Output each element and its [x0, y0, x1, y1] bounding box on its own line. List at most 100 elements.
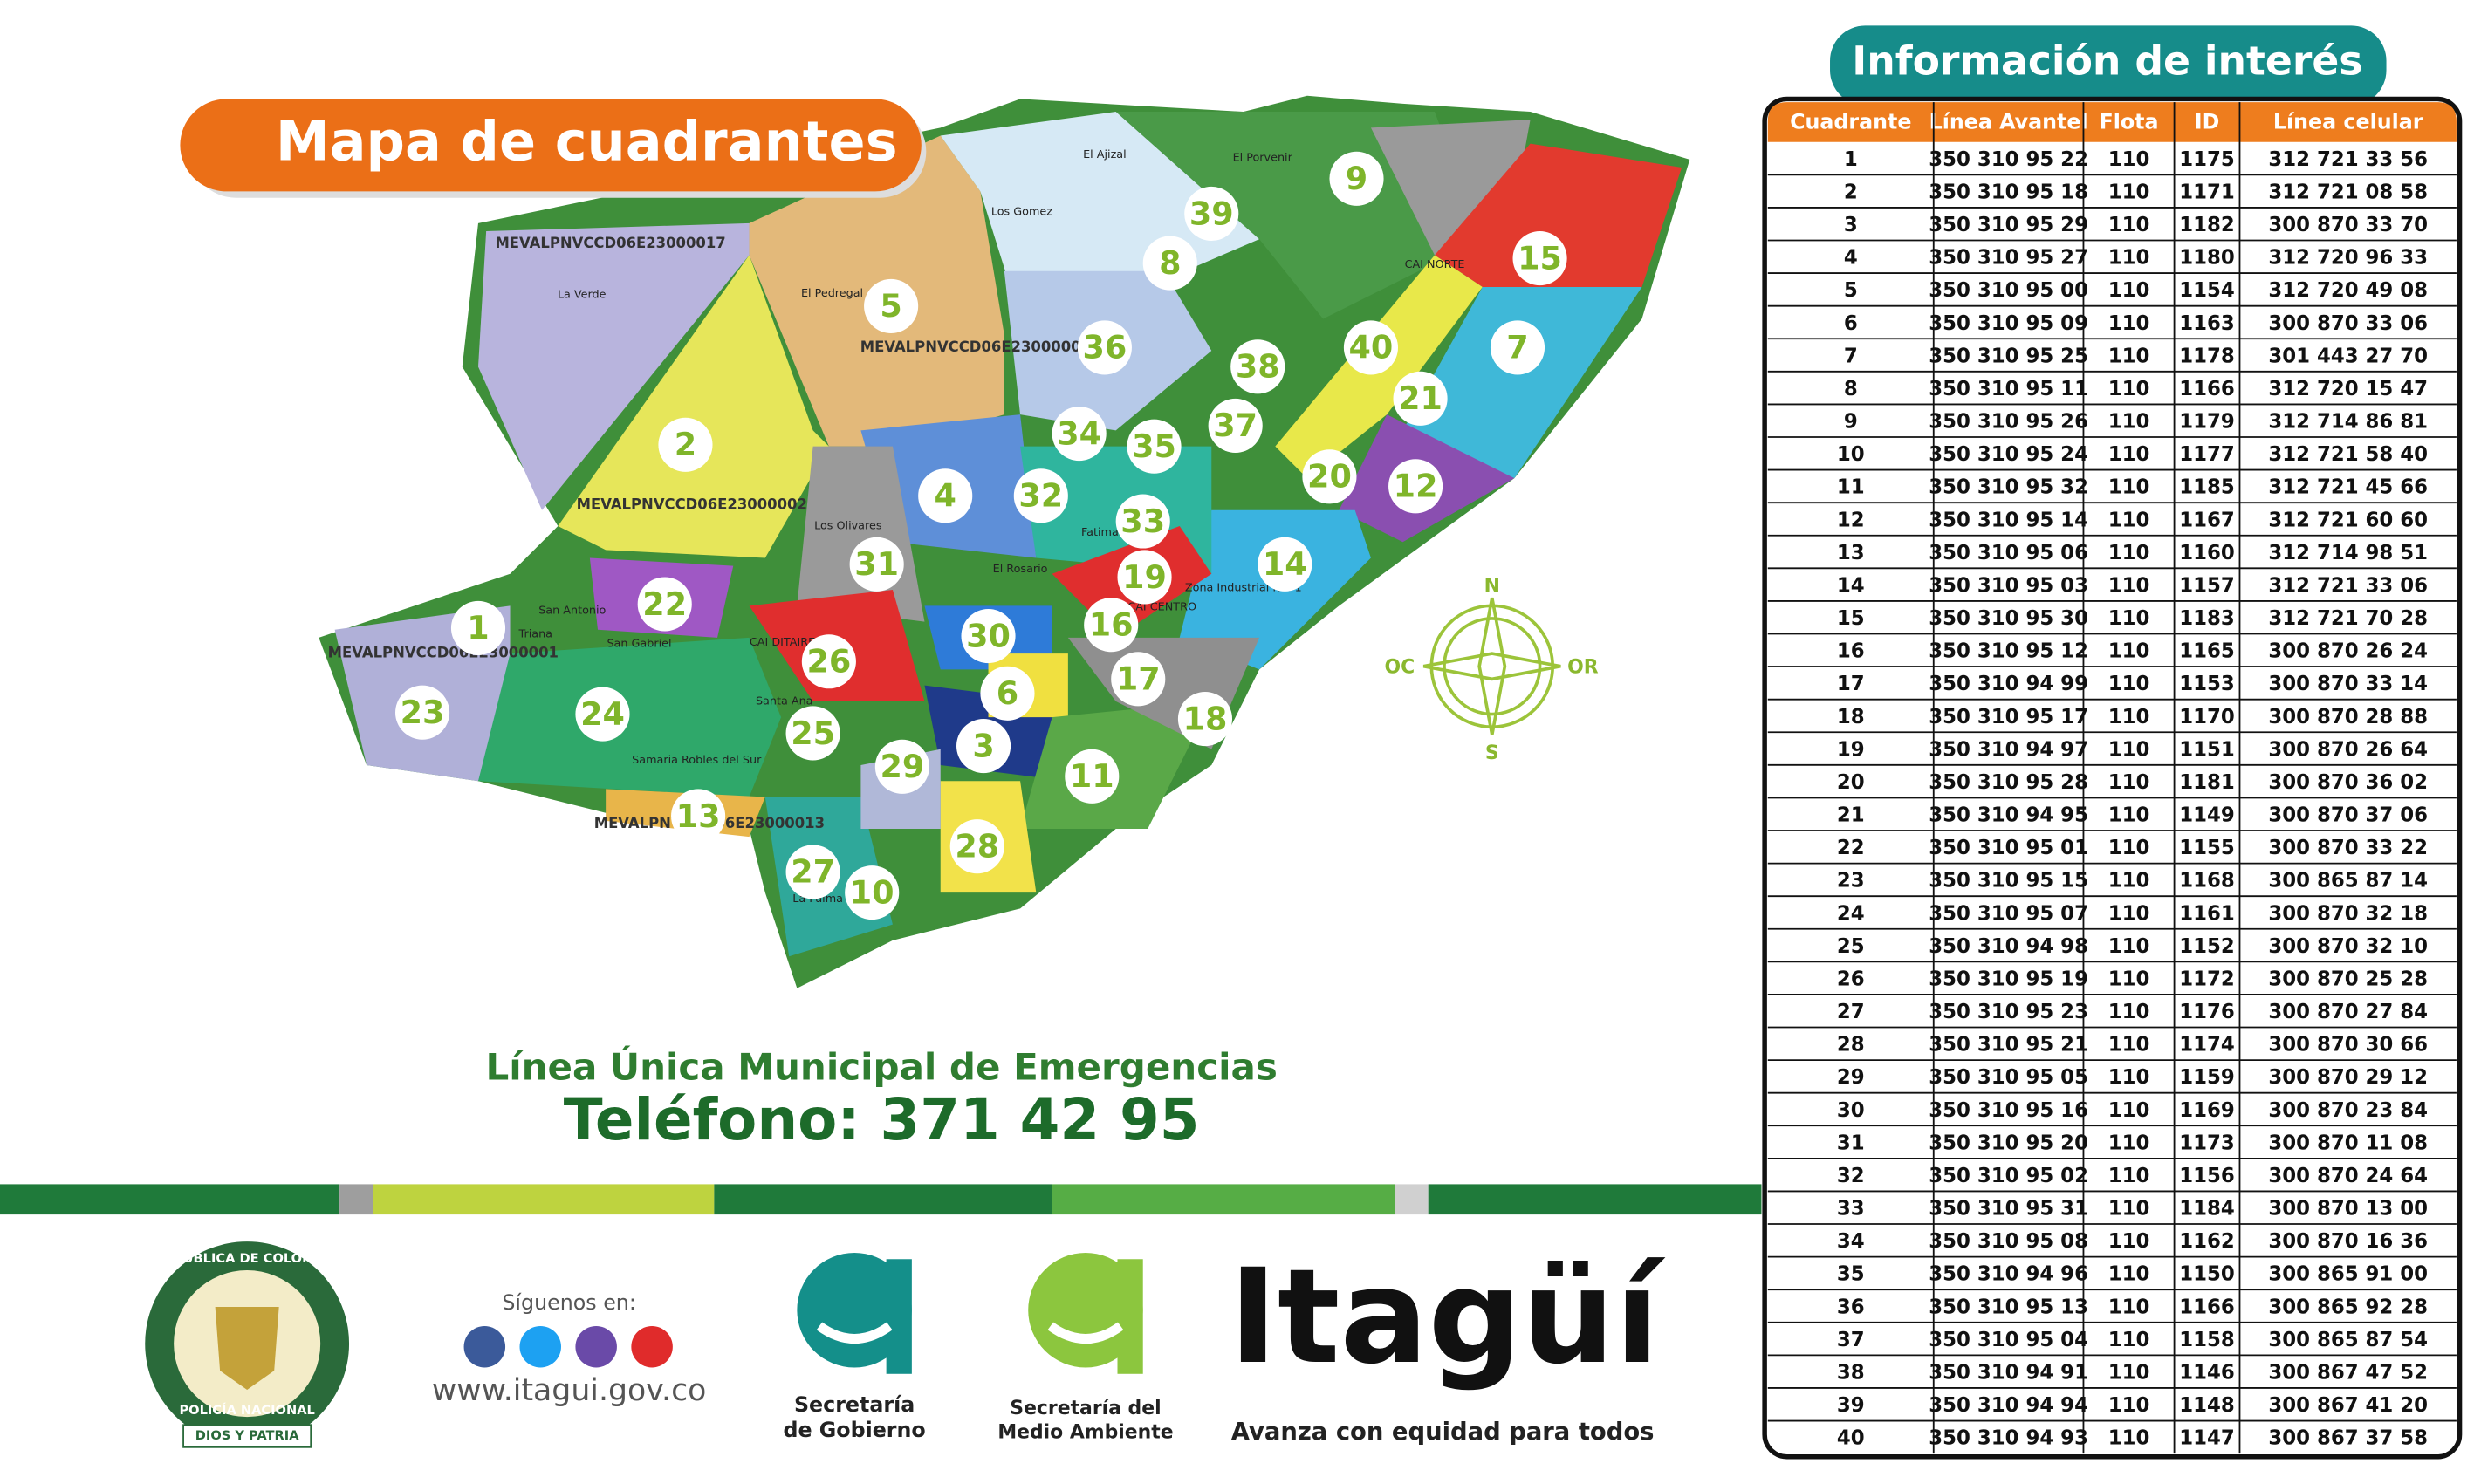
table-cell: 312 721 08 58 [2268, 181, 2428, 203]
quadrant-marker [1388, 459, 1443, 514]
table-title: Información de interés [1852, 38, 2362, 85]
table-cell: 350 310 95 04 [1929, 1329, 2088, 1351]
table-cell: 7 [1844, 345, 1858, 367]
table-cell: 110 [2108, 1361, 2150, 1384]
zone-code: MEVALPNVCCD06E23000017 [495, 235, 725, 251]
quadrant-marker [785, 845, 840, 899]
table-cell: 350 310 95 16 [1929, 1099, 2088, 1122]
zone-code: MEVALPNVCCD06E23000005 [860, 339, 1091, 355]
table-header: Cuadrante [1790, 109, 1911, 133]
facebook-icon[interactable] [463, 1325, 506, 1368]
table-cell: 1182 [2179, 214, 2235, 236]
place-label: El Ajizal [1083, 148, 1127, 161]
stripe [373, 1184, 715, 1215]
table-cell: 110 [2108, 1001, 2150, 1023]
quadrant-number: 2 [675, 426, 696, 463]
table-cell: 300 865 91 00 [2268, 1263, 2428, 1286]
table-cell: 110 [2108, 640, 2150, 663]
table-cell: 1174 [2179, 1034, 2235, 1057]
table-cell: 19 [1837, 738, 1865, 761]
gobierno-logo [797, 1252, 912, 1374]
table-cell: 12 [1837, 509, 1865, 531]
quadrant-marker [864, 278, 919, 333]
table-cell: 312 720 49 08 [2268, 279, 2428, 302]
table-cell: 110 [2108, 673, 2150, 695]
youtube-icon[interactable] [631, 1325, 673, 1368]
table-cell: 6 [1844, 312, 1858, 335]
table-cell: 300 865 87 14 [2268, 870, 2428, 892]
website[interactable]: www.itagui.gov.co [432, 1373, 707, 1408]
table-cell: 5 [1844, 279, 1858, 302]
region [478, 637, 782, 797]
table-cell: 32 [1837, 1165, 1865, 1187]
table-cell: 110 [2108, 1263, 2150, 1286]
quadrant-number: 28 [955, 827, 999, 865]
quadrant-marker [575, 687, 630, 742]
slogan: Avanza con equidad para todos [1231, 1419, 1655, 1446]
table-cell: 350 310 94 95 [1929, 804, 2088, 827]
table-cell: 23 [1837, 870, 1865, 892]
table-cell: 1171 [2179, 181, 2235, 203]
compass-ring [1443, 617, 1542, 716]
table-cell: 350 310 95 03 [1929, 574, 2088, 597]
quadrant-marker [1343, 320, 1398, 375]
table-cell: 312 721 60 60 [2268, 509, 2428, 531]
table-cell: 312 720 96 33 [2268, 247, 2428, 270]
table-cell: 26 [1837, 968, 1865, 990]
table-cell: 350 310 95 00 [1929, 279, 2088, 302]
table-cell: 110 [2108, 181, 2150, 203]
table-cell: 18 [1837, 706, 1865, 728]
quadrant-marker [1177, 691, 1233, 747]
table-cell: 300 870 23 84 [2268, 1099, 2428, 1122]
twitter-icon[interactable] [519, 1325, 561, 1368]
table-cell: 350 310 94 97 [1929, 738, 2088, 761]
quadrant-marker [845, 865, 900, 920]
table-cell: 10 [1837, 443, 1865, 466]
table-cell: 110 [2108, 443, 2150, 466]
table-cell: 1155 [2179, 837, 2235, 859]
table-cell: 110 [2108, 574, 2150, 597]
table-cell: 350 310 95 25 [1929, 345, 2088, 367]
table-cell: 2 [1844, 181, 1858, 203]
table-cell: 350 310 94 93 [1929, 1427, 2088, 1450]
stripe [1052, 1184, 1395, 1215]
quadrant-marker [1115, 494, 1170, 549]
quadrant-marker [874, 739, 929, 794]
table-cell: 300 870 37 06 [2268, 804, 2428, 827]
quadrant-marker [1065, 749, 1120, 804]
quadrant-number: 20 [1307, 458, 1352, 496]
table-cell: 28 [1837, 1034, 1865, 1057]
table-cell: 110 [2108, 607, 2150, 630]
quadrant-number: 33 [1120, 503, 1165, 540]
emblem-shield [215, 1307, 279, 1391]
instagram-icon[interactable] [575, 1325, 617, 1368]
table-cell: 300 865 92 28 [2268, 1296, 2428, 1318]
quadrant-number: 9 [1346, 160, 1367, 197]
stripe [1428, 1184, 1762, 1215]
map-title: Mapa de cuadrantes [276, 109, 898, 173]
table-cell: 312 721 33 06 [2268, 574, 2428, 597]
quadrant-marker [785, 706, 840, 761]
table-cell: 300 865 87 54 [2268, 1329, 2428, 1351]
gobierno-text: de Gobierno [783, 1418, 925, 1442]
quadrant-number: 19 [1122, 558, 1167, 596]
table-cell: 30 [1837, 1099, 1865, 1122]
quadrant-marker [637, 577, 692, 632]
table-cell: 300 870 33 06 [2268, 312, 2428, 335]
table-cell: 14 [1837, 574, 1865, 597]
table-cell: 300 870 24 64 [2268, 1165, 2428, 1187]
quadrant-number: 31 [854, 545, 899, 583]
table-cell: 300 870 32 18 [2268, 902, 2428, 925]
quadrant-marker [1077, 320, 1132, 375]
place-label: Los Olivares [814, 519, 882, 532]
table-cell: 110 [2108, 1394, 2150, 1417]
table-cell: 1177 [2179, 443, 2235, 466]
table-cell: 300 870 28 88 [2268, 706, 2428, 728]
table-cell: 350 310 95 18 [1929, 181, 2088, 203]
table-cell: 9 [1844, 411, 1858, 434]
table-cell: 300 870 30 66 [2268, 1034, 2428, 1057]
compass-label: OR [1567, 657, 1599, 679]
table-cell: 1166 [2179, 1296, 2235, 1318]
table-cell: 300 870 33 14 [2268, 673, 2428, 695]
table-cell: 8 [1844, 378, 1858, 400]
